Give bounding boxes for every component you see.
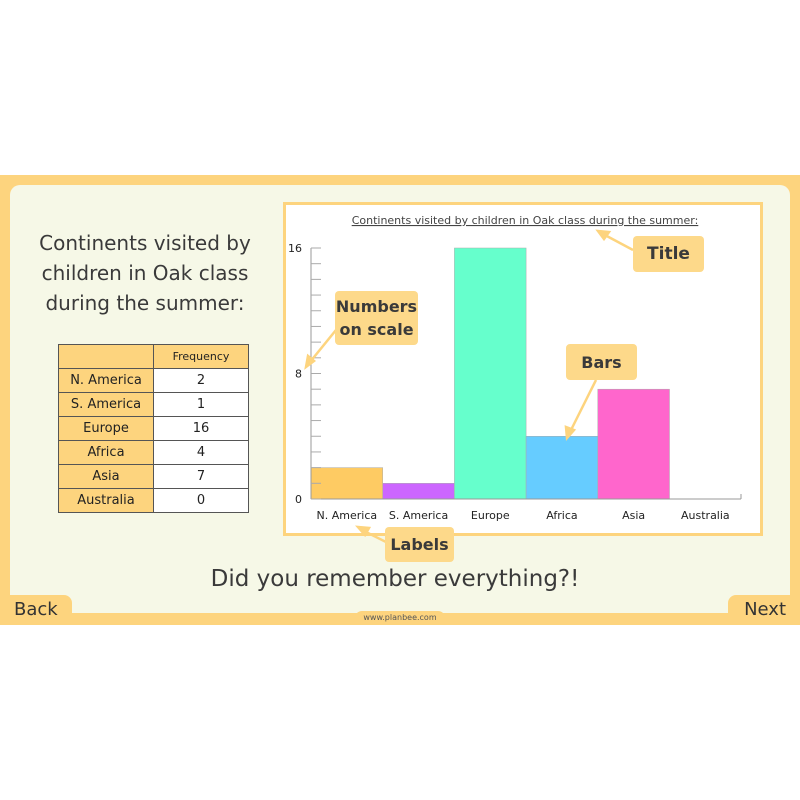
row-value: 2 (153, 368, 249, 393)
table-row: Africa 4 (58, 440, 249, 465)
row-value: 4 (153, 440, 249, 465)
numbers-arrow (309, 329, 337, 363)
row-label: S. America (58, 392, 154, 417)
row-label: N. America (58, 368, 154, 393)
row-label: Europe (58, 416, 154, 441)
table-row: Europe 16 (58, 416, 249, 441)
y-tick-label: 0 (295, 493, 302, 506)
callout-title: Title (633, 236, 704, 272)
next-button[interactable]: Next (728, 595, 800, 625)
callout-numbers-on-scale: Numbers on scale (335, 291, 418, 345)
x-tick-label: Africa (546, 509, 577, 522)
bar-africa (525, 436, 599, 500)
back-button[interactable]: Back (0, 595, 72, 625)
callout-bars: Bars (566, 344, 637, 380)
bar-s-america (382, 483, 455, 500)
table-header-row: Frequency (58, 344, 249, 369)
y-tick-label: 16 (288, 242, 302, 255)
x-tick-label: N. America (317, 509, 378, 522)
title-arrow (602, 232, 634, 252)
row-label: Africa (58, 440, 154, 465)
labels-arrowhead (355, 525, 372, 538)
y-tick-label: 8 (295, 368, 302, 381)
table-row: N. America 2 (58, 368, 249, 393)
x-tick-label: Australia (681, 509, 730, 522)
x-tick-label: Europe (471, 509, 510, 522)
question-text: Did you remember everything?! (210, 566, 580, 592)
bars-arrow (568, 379, 598, 433)
row-value: 7 (153, 464, 249, 489)
callout-labels: Labels (385, 527, 454, 562)
slide-heading: Continents visited by children in Oak cl… (39, 231, 251, 315)
table-row: S. America 1 (58, 392, 249, 417)
title-arrowhead (595, 229, 612, 242)
bar-europe (454, 247, 527, 500)
frequency-table: Frequency N. America 2 S. America 1 Europe… (58, 344, 249, 513)
bar-n-america (310, 467, 383, 500)
numbers-arrowhead (304, 353, 317, 370)
x-tick-label: S. America (389, 509, 448, 522)
row-value: 1 (153, 392, 249, 417)
bar-asia (597, 388, 670, 500)
row-value: 16 (153, 416, 249, 441)
table-header-blank (58, 344, 154, 369)
website-link[interactable]: www.planbee.com (355, 611, 445, 625)
row-value: 0 (153, 488, 249, 513)
bars-arrowhead (564, 425, 577, 442)
chart-title: Continents visited by children in Oak cl… (352, 214, 699, 227)
table-row: Australia 0 (58, 488, 249, 513)
x-tick-label: Asia (622, 509, 645, 522)
